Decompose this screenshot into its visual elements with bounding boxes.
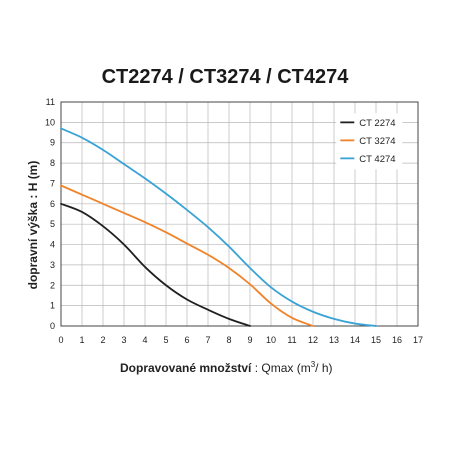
y-tick-label: 8 — [50, 158, 55, 168]
series — [60, 127, 377, 327]
x-tick-label: 16 — [392, 335, 402, 345]
x-tick-label: 10 — [266, 335, 276, 345]
x-tick-label: 1 — [79, 335, 84, 345]
x-tick-label: 12 — [308, 335, 318, 345]
y-axis-label: dopravní výška : H (m) — [26, 135, 42, 315]
legend: CT 2274 CT 3274 CT 4274 — [336, 113, 403, 170]
x-tick-label: 13 — [329, 335, 339, 345]
y-tick-label: 1 — [50, 301, 55, 311]
x-tick-label: 11 — [287, 335, 296, 345]
x-axis-label: Dopravované množství : Qmax (m3/ h) — [120, 360, 333, 375]
y-tick-label: 4 — [50, 240, 55, 250]
legend-label-1: CT 2274 — [359, 118, 395, 129]
y-ticks: 0 1 2 3 4 5 6 7 8 9 10 11 — [45, 97, 55, 331]
y-tick-label: 9 — [50, 138, 55, 148]
plot-frame — [60, 101, 419, 327]
legend-label-2: CT 3274 — [359, 136, 395, 147]
y-tick-label: 2 — [50, 280, 55, 290]
x-tick-label: 9 — [247, 335, 252, 345]
x-tick-label: 6 — [184, 335, 189, 345]
x-tick-label: 0 — [58, 335, 63, 345]
x-tick-label: 17 — [413, 335, 423, 345]
y-tick-label: 6 — [50, 199, 55, 209]
x-tick-label: 8 — [226, 335, 231, 345]
x-axis-label-unit: : Qmax (m3/ h) — [254, 360, 333, 375]
legend-label-3: CT 4274 — [359, 154, 395, 165]
x-axis-label-main: Dopravované množství — [120, 361, 252, 375]
chart-title: CT2274 / CT3274 / CT4274 — [101, 66, 349, 88]
x-tick-label: 2 — [100, 335, 105, 345]
y-tick-label: 3 — [50, 260, 55, 270]
y-tick-label: 0 — [50, 321, 55, 331]
y-tick-label: 11 — [46, 97, 55, 107]
y-tick-label: 10 — [45, 117, 55, 127]
y-tick-label: 7 — [50, 178, 55, 188]
x-ticks: 0 1 2 3 4 5 6 7 8 9 10 11 12 13 14 15 16 17 — [58, 335, 423, 345]
x-tick-label: 4 — [142, 335, 147, 345]
series-line-3 — [60, 127, 377, 327]
x-tick-label: 14 — [350, 335, 360, 345]
y-axis-label-unit: : H (m) — [26, 160, 40, 199]
x-tick-label: 3 — [121, 335, 126, 345]
y-axis-label-main: dopravní výška — [26, 201, 40, 290]
series-line-1 — [60, 202, 251, 327]
x-tick-label: 7 — [205, 335, 210, 345]
x-tick-label: 15 — [371, 335, 381, 345]
series-line-2 — [60, 184, 314, 327]
x-tick-label: 5 — [163, 335, 168, 345]
y-tick-label: 5 — [50, 219, 55, 229]
